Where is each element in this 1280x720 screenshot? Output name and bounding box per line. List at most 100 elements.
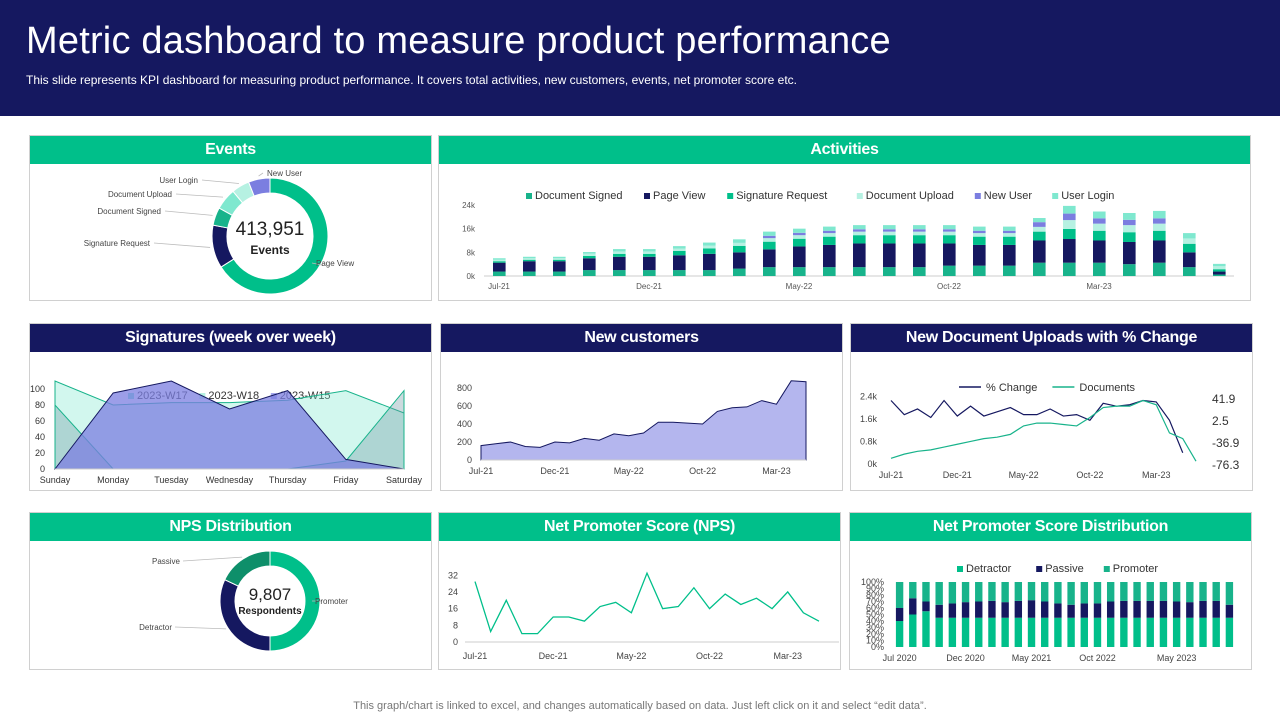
npsscore-bar-detractor [975, 617, 983, 647]
activities-bar-document-upload [673, 248, 686, 251]
uploads-secondary-tick-2: -36.9 [1212, 436, 1240, 450]
customers-xtick-3: Oct-22 [689, 466, 716, 476]
nps-distribution-title: NPS Distribution [30, 513, 431, 541]
activities-bar-new-user [1123, 219, 1136, 226]
npsscore-bar-promoter [1093, 582, 1102, 604]
activities-bar-page-view [1153, 240, 1166, 263]
activities-bar-document-signed [1003, 265, 1016, 276]
activities-bar-new-user [913, 229, 926, 232]
uploads-ytick-2: 1.6k [860, 414, 878, 424]
activities-bar-page-view [523, 261, 536, 272]
activities-bar-page-view [493, 262, 506, 272]
activities-bar-user-login [643, 249, 656, 252]
new-customers-area-chart[interactable]: 0 200 400 600 800 Jul-21 Dec-21 May-22 Oct-22 Mar… [441, 352, 842, 490]
new-customers-panel[interactable]: New customers 0 200 400 600 800 Jul-21 Dec-21 M… [440, 323, 843, 491]
nps-score-distribution-panel[interactable]: Net Promoter Score Distribution Detracto… [849, 512, 1252, 670]
activities-bar-user-login [793, 228, 806, 233]
nps-ytick-1: 8 [453, 620, 458, 630]
uploads-secondary-tick-3: -76.3 [1212, 458, 1240, 472]
nps-distribution-donut-chart[interactable]: 9,807 Respondents Promoter Detractor Passive [30, 541, 431, 669]
npsscore-bar-promoter [1080, 582, 1088, 604]
activities-bar-signature-request [703, 248, 716, 254]
activities-bar-page-view [613, 256, 626, 271]
activities-bar-user-login [1183, 233, 1196, 239]
activities-bar-page-view [1033, 240, 1046, 263]
events-donut-chart[interactable]: 413,951 Events Page View Signature Request D… [30, 164, 431, 300]
npsscore-bar-passive [1014, 600, 1023, 618]
activities-bar-page-view [913, 243, 926, 268]
npsscore-bar-promoter [1212, 582, 1220, 601]
activities-bar-user-login [703, 242, 716, 246]
npsscore-bar-detractor [909, 614, 917, 647]
activities-bar-signature-request [1063, 228, 1076, 240]
activities-bar-document-signed [1063, 262, 1076, 276]
npsscore-bar-passive [961, 602, 970, 618]
nps-xtick-3: Oct-22 [696, 651, 723, 661]
customers-area [480, 380, 807, 461]
nps-line-chart[interactable]: 0 8 16 24 32 Jul-21 Dec-21 May-22 Oct-22 Mar-23 [439, 541, 840, 669]
activities-bar-user-login [1033, 218, 1046, 223]
activities-bar-document-signed [493, 271, 506, 276]
activities-bar-user-login [733, 239, 746, 243]
npsscore-bar-detractor [1120, 617, 1128, 647]
events-leader-2 [164, 210, 213, 216]
activities-bar-page-view [1003, 244, 1016, 266]
npsscore-bar-detractor [961, 617, 970, 647]
activities-bar-page-view [1093, 240, 1106, 263]
signatures-ytick-5: 100 [30, 384, 45, 394]
activities-bar-signature-request [973, 236, 986, 245]
activities-xtick-0: Jul-21 [488, 282, 510, 291]
nps-distribution-panel[interactable]: NPS Distribution 9,807 Respondents Promote… [29, 512, 432, 670]
uploads-panel[interactable]: New Document Uploads with % Change % Cha… [850, 323, 1253, 491]
npsscore-bar-detractor [1212, 617, 1220, 647]
npsdist-leader-1 [174, 626, 227, 630]
uploads-title: New Document Uploads with % Change [851, 324, 1252, 352]
events-label-0: Page View [316, 259, 354, 268]
activities-panel[interactable]: Activities Document Signed Page View Signa… [438, 135, 1251, 301]
npsscore-bar-passive [895, 608, 904, 621]
nps-panel[interactable]: Net Promoter Score (NPS) 0 8 16 24 32 Jul-21 D… [438, 512, 841, 670]
activities-bar-user-login [853, 225, 866, 230]
activities-bar-document-upload [703, 245, 716, 249]
npsscore-ytick-10: 100% [861, 577, 884, 587]
signatures-area-chart[interactable]: 2023-W172023-W182023-W15020406080100Sund… [30, 352, 431, 490]
events-label-2: Document Signed [97, 207, 161, 216]
npsscore-bar-passive [1067, 604, 1075, 618]
events-center-value: 413,951 [236, 219, 305, 240]
activities-bar-page-view [763, 249, 776, 268]
activities-bar-document-upload [1003, 233, 1016, 237]
activities-ytick-3: 24k [462, 201, 476, 210]
npsscore-bar-passive [1172, 601, 1181, 618]
uploads-xtick-2: May-22 [1009, 470, 1039, 480]
npsscore-bar-passive [1080, 603, 1088, 618]
npsscore-bar-passive [935, 604, 943, 618]
activities-bar-signature-request [733, 245, 746, 253]
activities-bar-document-upload [1063, 220, 1076, 229]
activities-bar-document-upload [1183, 238, 1196, 244]
events-label-5: New User [267, 169, 302, 178]
activities-bar-new-user [763, 235, 776, 239]
signatures-xtick-2: Tuesday [154, 475, 189, 485]
npsscore-bar-promoter [1001, 582, 1009, 603]
npsscore-bar-promoter [1041, 582, 1049, 602]
activities-bar-new-user [853, 229, 866, 232]
events-leader-1 [153, 242, 211, 248]
activities-legend-label-2: Signature Request [736, 190, 827, 202]
nps-score-distribution-bar-chart[interactable]: Detractor Passive Promoter 0%10%20%30%40%50… [850, 541, 1251, 669]
activities-bar-new-user [793, 232, 806, 236]
activities-bar-page-view [973, 244, 986, 266]
events-panel[interactable]: Events 413,951 Events Page View Signature R… [29, 135, 432, 301]
npsscore-ytick-4: 40% [866, 616, 884, 626]
signatures-panel[interactable]: Signatures (week over week) 2023-W172023… [29, 323, 432, 491]
signatures-ytick-3: 60 [35, 416, 45, 426]
activities-bar-document-upload [493, 259, 506, 262]
activities-bar-chart[interactable]: Document Signed Page View Signature Reques… [439, 164, 1250, 300]
activities-bar-user-login [673, 246, 686, 249]
activities-bar-signature-request [883, 235, 896, 244]
npsscore-bar-detractor [1186, 617, 1194, 647]
activities-bar-user-login [823, 226, 836, 231]
uploads-line-chart[interactable]: % Change Documents 0k 0.8k 1.6k 2.4k Jul-21 Dec… [851, 352, 1252, 490]
npsscore-ytick-9: 90% [866, 584, 884, 594]
npsscore-bar-detractor [1146, 617, 1154, 647]
uploads-legend-label-1: Documents [1079, 382, 1135, 394]
